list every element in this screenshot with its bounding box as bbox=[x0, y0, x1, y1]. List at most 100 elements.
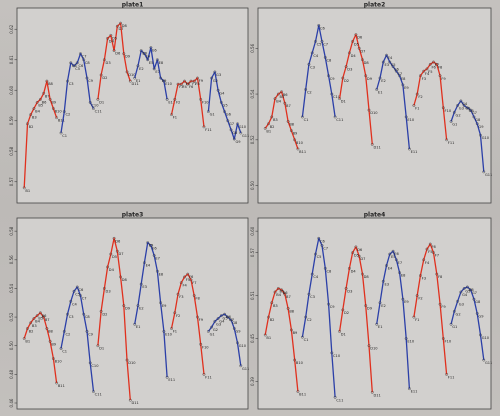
series-line bbox=[207, 71, 242, 140]
data-point bbox=[270, 301, 274, 305]
data-point bbox=[192, 294, 196, 297]
data-point bbox=[149, 244, 153, 247]
point-label: G6 bbox=[226, 113, 232, 117]
data-point bbox=[469, 288, 473, 292]
point-label: C4 bbox=[72, 302, 78, 306]
data-point bbox=[449, 322, 453, 326]
point-label: D4 bbox=[351, 54, 357, 58]
data-point bbox=[115, 249, 119, 253]
data-point bbox=[236, 341, 239, 345]
data-point bbox=[109, 252, 113, 256]
point-label: B8 bbox=[48, 82, 53, 86]
y-tick-label: 0.62 bbox=[9, 24, 14, 33]
y-tick-label: 0.50 bbox=[250, 181, 255, 190]
data-point bbox=[26, 122, 29, 126]
data-point bbox=[165, 375, 169, 379]
data-point bbox=[69, 61, 73, 65]
data-point bbox=[179, 82, 183, 86]
data-point bbox=[226, 315, 230, 319]
point-label: C5 bbox=[317, 42, 322, 46]
data-point bbox=[99, 309, 103, 313]
point-label: D2 bbox=[344, 311, 349, 315]
y-tick-label: 0.46 bbox=[9, 398, 14, 407]
data-point bbox=[125, 70, 129, 74]
point-label: E2 bbox=[381, 304, 386, 308]
point-label: F2 bbox=[418, 297, 422, 301]
data-point bbox=[310, 272, 314, 276]
point-label: F2 bbox=[176, 314, 180, 318]
point-label: B9 bbox=[293, 132, 298, 136]
point-label: D9 bbox=[125, 55, 131, 59]
point-label: D9 bbox=[125, 307, 131, 311]
y-tick-label: 0.45 bbox=[250, 334, 255, 343]
data-point bbox=[75, 285, 79, 289]
point-label: B11 bbox=[58, 119, 65, 123]
data-point bbox=[173, 98, 177, 101]
data-point bbox=[354, 245, 358, 249]
data-point bbox=[394, 69, 398, 73]
data-point bbox=[146, 58, 150, 62]
data-point bbox=[435, 62, 439, 66]
y-tick-label: 0.56 bbox=[9, 255, 14, 264]
point-label: B2 bbox=[270, 318, 275, 322]
point-label: F2 bbox=[176, 100, 180, 104]
point-label: D10 bbox=[370, 111, 378, 115]
series-2: D1 D2 D3 D4 D5 D6 D7 D8 D9 D10 D11 bbox=[96, 236, 139, 405]
data-point bbox=[479, 133, 482, 137]
point-label: B6 bbox=[42, 100, 47, 104]
data-point bbox=[59, 347, 63, 350]
point-label: C11 bbox=[95, 110, 102, 114]
data-point bbox=[186, 82, 190, 86]
point-label: F7 bbox=[435, 254, 439, 258]
point-label: E3 bbox=[142, 285, 147, 289]
point-label: B10 bbox=[296, 361, 304, 365]
y-tick-label: 0.58 bbox=[9, 146, 14, 155]
data-point bbox=[136, 64, 140, 68]
point-label: G9 bbox=[478, 315, 484, 319]
data-point bbox=[189, 278, 193, 282]
point-label: F10 bbox=[445, 109, 452, 113]
point-label: D8 bbox=[122, 278, 128, 282]
data-point bbox=[155, 58, 159, 62]
y-tick-label: 0.61 bbox=[9, 55, 14, 64]
data-point bbox=[344, 287, 348, 290]
point-label: D5 bbox=[354, 254, 359, 258]
data-point bbox=[296, 147, 300, 151]
data-point bbox=[88, 361, 92, 365]
data-point bbox=[42, 91, 46, 95]
data-point bbox=[48, 340, 52, 343]
data-point bbox=[347, 51, 351, 55]
point-label: G9 bbox=[478, 125, 484, 129]
point-label: D2 bbox=[344, 79, 349, 83]
point-label: E9 bbox=[162, 79, 167, 83]
data-point bbox=[136, 304, 140, 308]
point-label: D11 bbox=[373, 393, 380, 397]
data-point bbox=[102, 287, 106, 290]
data-point bbox=[51, 357, 55, 361]
data-point bbox=[199, 342, 203, 346]
point-label: G4 bbox=[462, 102, 468, 106]
data-point bbox=[22, 186, 26, 190]
data-point bbox=[102, 58, 106, 62]
point-label: D2 bbox=[102, 312, 107, 316]
point-label: F8 bbox=[438, 65, 443, 69]
point-label: C1 bbox=[304, 338, 309, 342]
point-label: F8 bbox=[438, 275, 443, 279]
point-label: E8 bbox=[159, 61, 164, 65]
series-line bbox=[376, 54, 411, 150]
point-label: C6 bbox=[78, 64, 84, 68]
data-point bbox=[66, 312, 69, 316]
data-point bbox=[183, 275, 186, 279]
data-point bbox=[128, 398, 132, 402]
data-point bbox=[152, 67, 156, 71]
point-label: B5 bbox=[38, 317, 43, 321]
point-label: E2 bbox=[381, 79, 386, 83]
data-point bbox=[232, 137, 236, 141]
point-label: D3 bbox=[347, 289, 352, 293]
data-point bbox=[149, 46, 153, 49]
data-point bbox=[239, 364, 243, 368]
data-point bbox=[45, 79, 49, 83]
data-point bbox=[48, 98, 52, 101]
